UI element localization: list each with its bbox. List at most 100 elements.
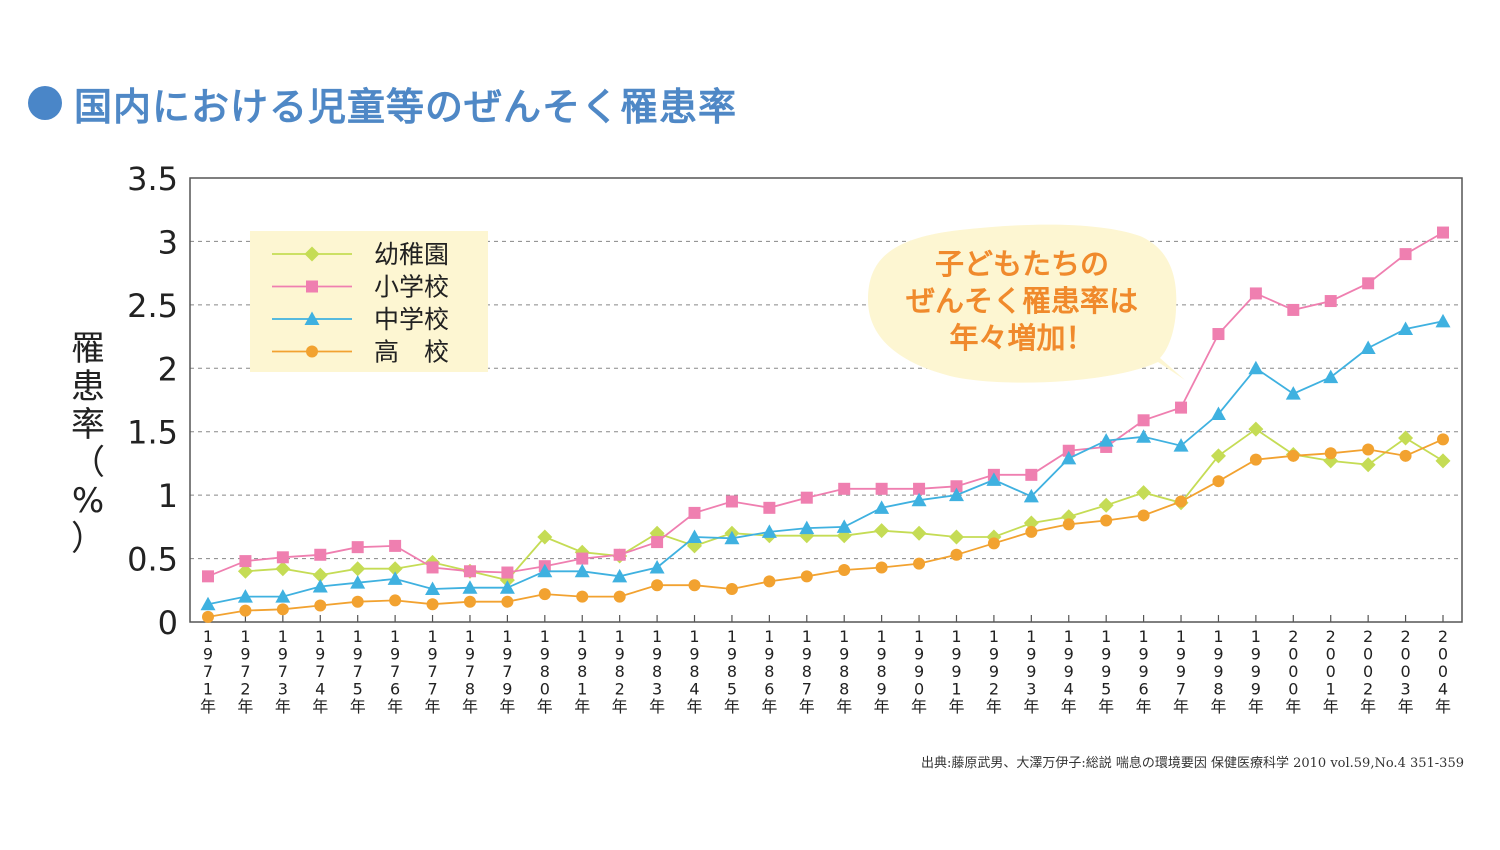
data-point — [537, 529, 553, 545]
data-point — [761, 524, 777, 538]
data-point — [613, 548, 626, 561]
data-point — [612, 568, 628, 583]
data-point — [1323, 369, 1339, 384]
data-point — [389, 539, 402, 552]
data-point — [276, 551, 289, 564]
data-point — [1023, 515, 1039, 531]
data-point — [1249, 453, 1262, 466]
data-point — [1362, 443, 1375, 456]
series-line — [207, 231, 1444, 578]
data-point — [312, 567, 328, 583]
data-point — [574, 563, 590, 578]
y-tick-label: 0.5 — [127, 541, 178, 579]
callout-text: 子どもたちの — [935, 247, 1109, 281]
data-point — [763, 575, 776, 588]
data-point — [725, 495, 738, 508]
callout-text: ぜんそく罹患率は — [906, 284, 1138, 318]
data-point — [312, 578, 328, 593]
data-point — [1212, 475, 1225, 488]
data-point — [911, 492, 927, 507]
data-point — [351, 541, 364, 554]
data-point — [576, 590, 589, 603]
data-point — [275, 589, 291, 603]
plot-frame — [189, 177, 1463, 623]
data-point — [1175, 401, 1188, 414]
data-point — [875, 482, 888, 495]
data-point — [426, 561, 439, 574]
data-point — [202, 570, 214, 583]
data-point — [239, 604, 252, 617]
data-point — [651, 536, 664, 549]
data-point — [800, 491, 813, 504]
data-point — [501, 595, 514, 608]
series-line — [207, 438, 1444, 618]
chart-title: 国内における児童等のぜんそく罹患率 — [74, 84, 738, 129]
data-point — [463, 565, 476, 578]
data-point — [499, 580, 515, 594]
data-point — [836, 519, 852, 533]
data-point — [1435, 313, 1451, 328]
data-point — [1360, 340, 1376, 354]
data-point — [800, 570, 813, 583]
series-2 — [200, 313, 1451, 611]
y-axis-label: 罹患率（%） — [71, 329, 105, 559]
data-point — [1285, 386, 1301, 400]
data-point — [425, 581, 441, 596]
callout-text: 年々増加！ — [949, 321, 1094, 355]
data-point — [613, 590, 626, 603]
y-tick-label: 3.5 — [127, 160, 178, 198]
data-point — [1061, 450, 1077, 465]
data-point — [688, 506, 701, 519]
data-point — [501, 566, 514, 579]
data-point — [838, 563, 851, 576]
data-point — [1025, 468, 1038, 481]
data-point — [1435, 453, 1451, 469]
legend-label: 高 校 — [374, 338, 449, 367]
data-point — [351, 595, 364, 608]
series-line — [207, 320, 1444, 606]
data-point — [986, 472, 1002, 486]
data-point — [725, 583, 738, 596]
data-point — [1324, 447, 1337, 460]
data-point — [948, 487, 964, 502]
data-point — [950, 480, 963, 493]
data-point — [649, 559, 665, 574]
data-point — [1100, 514, 1113, 527]
y-tick-label: 2.5 — [127, 287, 178, 325]
data-point — [537, 563, 553, 578]
data-point — [276, 603, 289, 616]
legend-label: 幼稚園 — [374, 240, 449, 269]
data-point — [239, 555, 252, 568]
legend-marker — [304, 246, 320, 262]
y-tick-label: 2 — [158, 350, 178, 388]
data-point — [1212, 328, 1225, 341]
data-point — [202, 610, 214, 623]
data-point — [463, 595, 476, 608]
data-point — [1210, 448, 1226, 464]
data-point — [874, 500, 890, 514]
data-point — [838, 482, 851, 495]
